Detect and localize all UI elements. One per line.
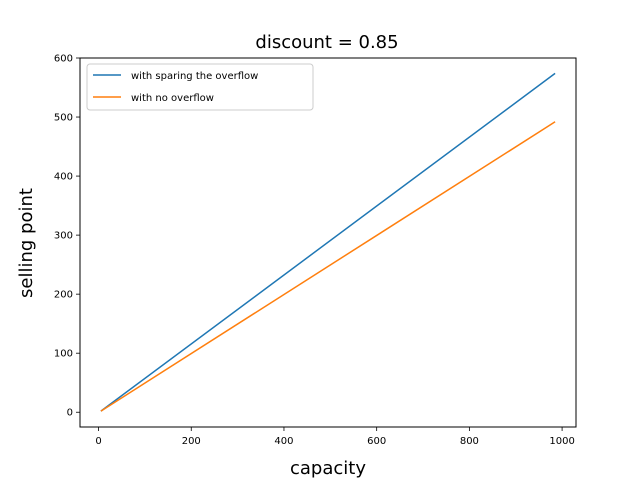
y-tick-label: 300 xyxy=(54,231,73,242)
legend-box xyxy=(86,63,314,111)
plot-series xyxy=(100,72,556,412)
y-tick-label: 0 xyxy=(67,408,73,419)
y-tick-label: 600 xyxy=(54,54,73,65)
y-axis-ticks: 0 100 200 300 400 500 600 xyxy=(54,54,80,419)
legend-label-0: with sparing the overflow xyxy=(131,71,258,82)
y-tick-label: 100 xyxy=(54,349,73,360)
x-tick-label: 200 xyxy=(182,436,201,447)
x-axis-title: capacity xyxy=(290,458,366,479)
y-tick-label: 500 xyxy=(54,113,73,124)
x-tick-label: 0 xyxy=(95,436,101,447)
y-tick-label: 400 xyxy=(54,172,73,183)
x-tick-label: 400 xyxy=(274,436,293,447)
series-line-1 xyxy=(100,121,556,412)
x-tick-label: 800 xyxy=(460,436,479,447)
legend: with sparing the overflow with no overflo… xyxy=(86,63,314,111)
chart-title: discount = 0.85 xyxy=(255,32,398,53)
x-tick-label: 1000 xyxy=(549,436,574,447)
series-line-0 xyxy=(100,72,556,412)
legend-label-1: with no overflow xyxy=(131,93,214,104)
y-axis-title: selling point xyxy=(16,188,37,298)
x-tick-label: 600 xyxy=(367,436,386,447)
plot-frame xyxy=(79,57,577,428)
x-axis-ticks: 0 200 400 600 800 1000 xyxy=(95,427,575,447)
y-tick-label: 200 xyxy=(54,290,73,301)
